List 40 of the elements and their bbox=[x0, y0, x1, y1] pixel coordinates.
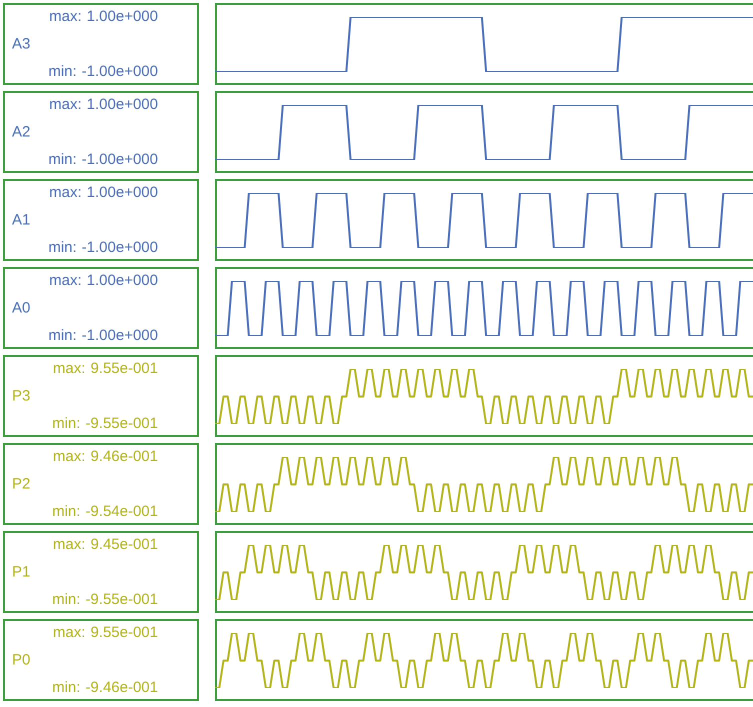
y-tick-label: 1.00e+000 bbox=[86, 184, 158, 202]
text: min: bbox=[48, 151, 77, 168]
text: min: bbox=[52, 679, 80, 696]
text: max: bbox=[52, 360, 86, 378]
y-tick-label: 9.55e-001 bbox=[90, 360, 158, 378]
text: min: bbox=[48, 239, 77, 256]
text: max: bbox=[49, 272, 82, 290]
text: min: bbox=[52, 415, 80, 432]
y-tick-label: 1.00e+000 bbox=[86, 8, 158, 26]
text: min: bbox=[48, 63, 77, 80]
y-tick-label: 1.00e+000 bbox=[86, 272, 158, 290]
text: max: bbox=[52, 624, 86, 642]
y-tick-label: 9.55e-001 bbox=[90, 624, 158, 642]
text: A3 bbox=[12, 36, 30, 53]
text: max: bbox=[52, 448, 86, 466]
text: P3 bbox=[12, 388, 30, 405]
text: min: bbox=[48, 327, 77, 344]
y-tick-label: -9.46e-001 bbox=[85, 679, 158, 696]
y-tick-label: -1.00e+000 bbox=[82, 239, 158, 256]
text: A0 bbox=[12, 300, 30, 317]
y-tick-label: -1.00e+000 bbox=[82, 63, 158, 80]
text: P1 bbox=[12, 564, 30, 581]
text: max: bbox=[49, 8, 82, 26]
text: P0 bbox=[12, 652, 30, 669]
y-tick-label: -9.55e-001 bbox=[85, 415, 158, 432]
y-tick-label: 1.00e+000 bbox=[86, 96, 158, 114]
y-tick-label: -9.54e-001 bbox=[85, 503, 158, 520]
text: A2 bbox=[12, 124, 30, 141]
text: P2 bbox=[12, 476, 30, 493]
y-tick-label: -1.00e+000 bbox=[82, 327, 158, 344]
y-tick-label: -9.55e-001 bbox=[85, 591, 158, 608]
y-tick-label: -1.00e+000 bbox=[82, 151, 158, 168]
text: max: bbox=[52, 536, 86, 554]
text: min: bbox=[52, 503, 80, 520]
text: max: bbox=[49, 184, 82, 202]
text: max: bbox=[49, 96, 82, 114]
y-tick-label: 9.46e-001 bbox=[90, 448, 158, 466]
text: min: bbox=[52, 591, 80, 608]
text: A1 bbox=[12, 212, 30, 229]
y-tick-label: 9.45e-001 bbox=[90, 536, 158, 554]
